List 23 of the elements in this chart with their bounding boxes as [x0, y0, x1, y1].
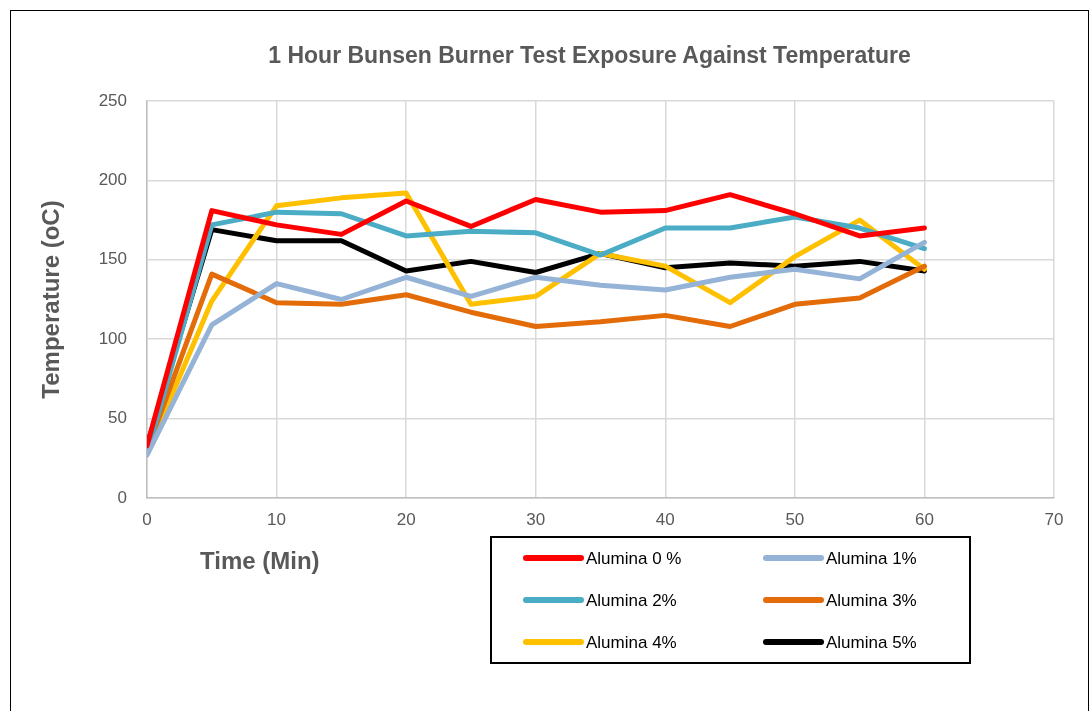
y-tick-label: 200	[98, 170, 127, 190]
x-tick-label: 0	[142, 509, 152, 529]
x-tick-label: 50	[785, 509, 805, 529]
x-tick-label: 60	[914, 509, 934, 529]
y-tick-label: 250	[98, 90, 127, 110]
y-tick-label: 100	[98, 328, 127, 348]
chart-title: 1 Hour Bunsen Burner Test Exposure Against Temperature	[268, 42, 911, 69]
legend-label: Alumina 2%	[586, 590, 677, 610]
y-axis-title: Temperature (oC)	[36, 200, 64, 399]
y-tick-label: 0	[117, 487, 127, 507]
x-tick-label: 40	[655, 509, 675, 529]
y-tick-label: 150	[98, 249, 127, 269]
y-tick-label: 50	[108, 408, 127, 428]
legend-label: Alumina 0 %	[586, 548, 682, 568]
x-tick-label: 70	[1044, 509, 1064, 529]
x-tick-label: 20	[396, 509, 416, 529]
legend-label: Alumina 4%	[586, 632, 677, 652]
legend-label: Alumina 5%	[826, 632, 917, 652]
legend-label: Alumina 3%	[826, 590, 917, 610]
legend-label: Alumina 1%	[826, 548, 917, 568]
x-tick-label: 30	[526, 509, 546, 529]
x-tick-label: 10	[267, 509, 287, 529]
x-axis-title: Time (Min)	[200, 546, 320, 574]
